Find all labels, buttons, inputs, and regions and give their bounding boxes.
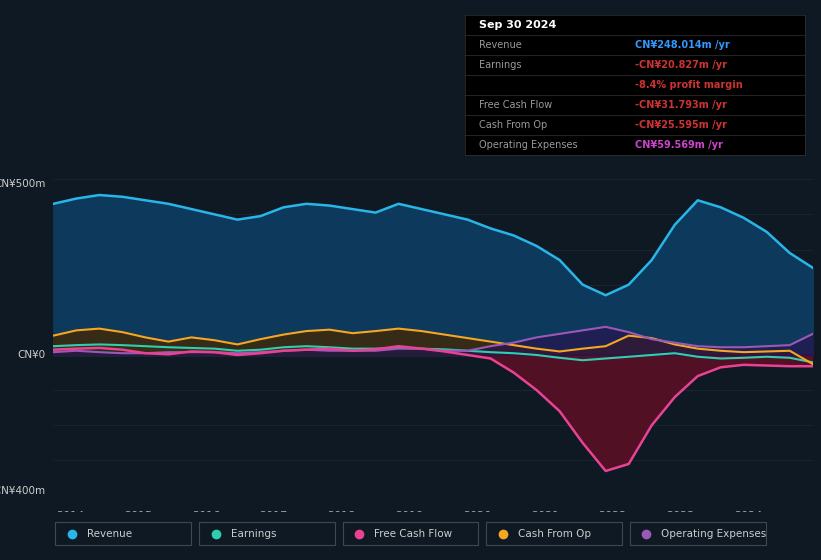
Bar bbox=[486, 522, 622, 545]
Text: 2022: 2022 bbox=[599, 511, 627, 521]
Text: -CN¥25.595m /yr: -CN¥25.595m /yr bbox=[635, 120, 727, 130]
Bar bbox=[56, 522, 191, 545]
Text: Sep 30 2024: Sep 30 2024 bbox=[479, 20, 556, 30]
Bar bbox=[199, 522, 335, 545]
Text: -CN¥400m: -CN¥400m bbox=[0, 486, 46, 496]
Text: Revenue: Revenue bbox=[479, 40, 521, 50]
Text: 2018: 2018 bbox=[328, 511, 355, 521]
Text: 2021: 2021 bbox=[531, 511, 559, 521]
Text: 2023: 2023 bbox=[667, 511, 695, 521]
Text: 2016: 2016 bbox=[192, 511, 220, 521]
Text: CN¥248.014m /yr: CN¥248.014m /yr bbox=[635, 40, 730, 50]
Text: Cash From Op: Cash From Op bbox=[518, 529, 591, 539]
Text: Free Cash Flow: Free Cash Flow bbox=[479, 100, 552, 110]
Text: Free Cash Flow: Free Cash Flow bbox=[374, 529, 452, 539]
Text: 2015: 2015 bbox=[124, 511, 152, 521]
Text: Operating Expenses: Operating Expenses bbox=[479, 140, 577, 150]
Text: Earnings: Earnings bbox=[479, 60, 521, 70]
Text: Cash From Op: Cash From Op bbox=[479, 120, 547, 130]
Text: -CN¥31.793m /yr: -CN¥31.793m /yr bbox=[635, 100, 727, 110]
Text: 2020: 2020 bbox=[463, 511, 491, 521]
Bar bbox=[342, 522, 479, 545]
Text: Earnings: Earnings bbox=[231, 529, 276, 539]
Text: 2019: 2019 bbox=[395, 511, 424, 521]
Bar bbox=[630, 522, 765, 545]
Text: -CN¥20.827m /yr: -CN¥20.827m /yr bbox=[635, 60, 727, 70]
Text: 2014: 2014 bbox=[56, 511, 85, 521]
Text: Revenue: Revenue bbox=[87, 529, 132, 539]
Text: CN¥500m: CN¥500m bbox=[0, 179, 46, 189]
Text: CN¥0: CN¥0 bbox=[17, 350, 46, 360]
Text: 2017: 2017 bbox=[259, 511, 288, 521]
Text: -8.4% profit margin: -8.4% profit margin bbox=[635, 80, 743, 90]
Text: Operating Expenses: Operating Expenses bbox=[661, 529, 767, 539]
Text: CN¥59.569m /yr: CN¥59.569m /yr bbox=[635, 140, 722, 150]
Text: 2024: 2024 bbox=[734, 511, 763, 521]
